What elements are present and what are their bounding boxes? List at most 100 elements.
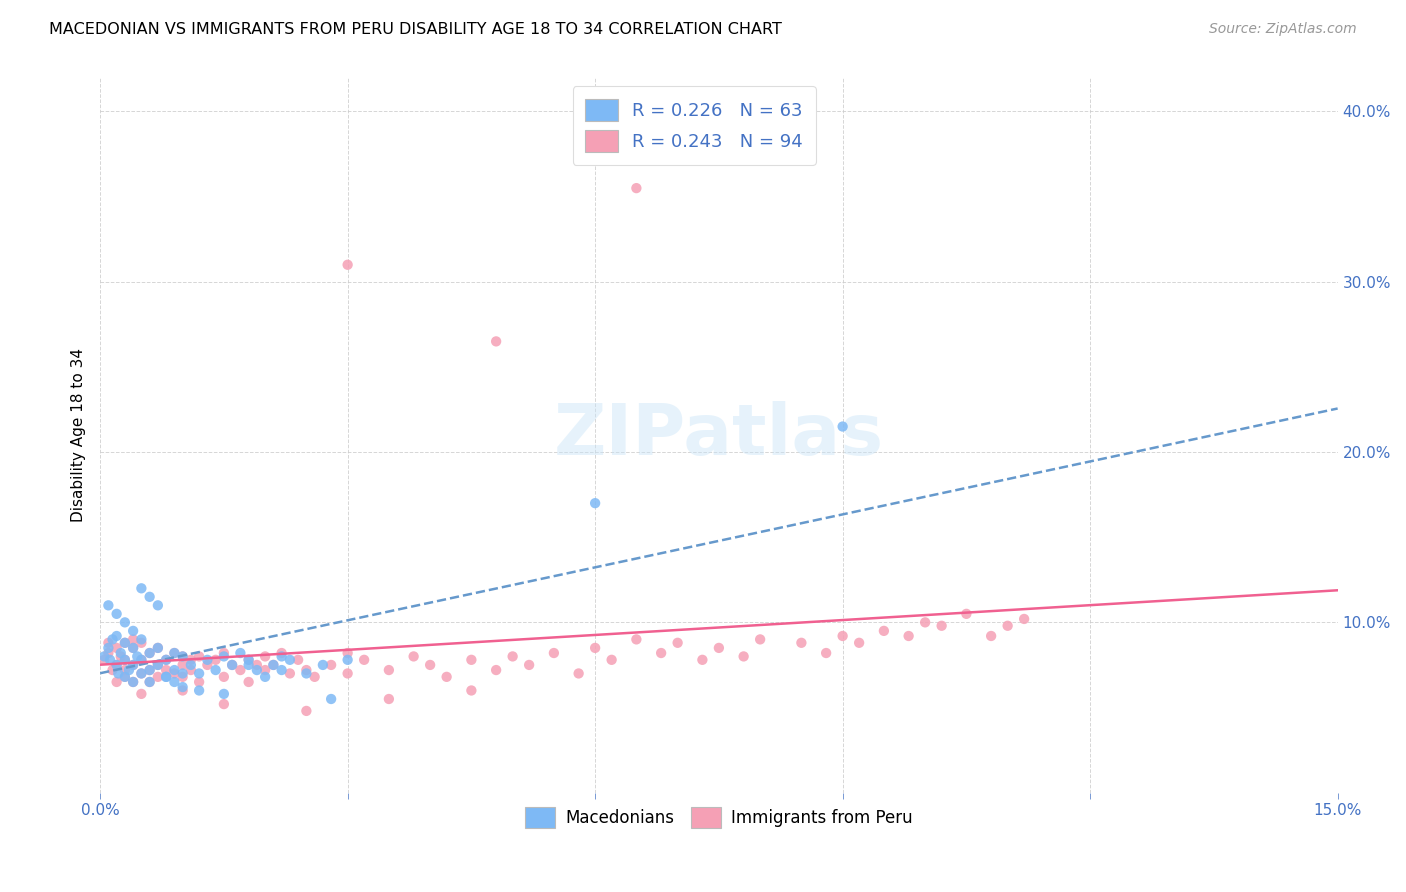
Point: [93, 649, 115, 664]
Point: [146, 640, 169, 655]
Point: [749, 632, 772, 647]
Point: [97, 640, 120, 655]
Point: [138, 675, 160, 690]
Point: [163, 675, 186, 690]
Point: [212, 670, 235, 684]
Point: [122, 640, 145, 655]
Point: [195, 657, 218, 672]
Point: [650, 646, 672, 660]
Point: [105, 640, 128, 655]
Point: [180, 653, 202, 667]
Point: [502, 649, 524, 664]
Point: [114, 636, 136, 650]
Point: [460, 683, 482, 698]
Point: [122, 675, 145, 690]
Point: [204, 663, 226, 677]
Point: [107, 666, 129, 681]
Point: [122, 640, 145, 655]
Point: [97, 646, 120, 660]
Text: MACEDONIAN VS IMMIGRANTS FROM PERU DISABILITY AGE 18 TO 34 CORRELATION CHART: MACEDONIAN VS IMMIGRANTS FROM PERU DISAB…: [49, 22, 782, 37]
Point: [114, 653, 136, 667]
Point: [246, 663, 269, 677]
Point: [97, 599, 120, 613]
Point: [122, 675, 145, 690]
Point: [278, 666, 301, 681]
Point: [229, 646, 252, 660]
Point: [666, 636, 689, 650]
Point: [172, 649, 194, 664]
Point: [122, 632, 145, 647]
Point: [212, 646, 235, 660]
Point: [131, 632, 153, 647]
Point: [114, 615, 136, 630]
Point: [127, 649, 149, 664]
Point: [626, 181, 648, 195]
Point: [172, 670, 194, 684]
Point: [336, 653, 359, 667]
Point: [568, 666, 591, 681]
Point: [163, 663, 186, 677]
Point: [155, 670, 177, 684]
Point: [163, 646, 186, 660]
Point: [402, 649, 425, 664]
Point: [583, 496, 606, 510]
Point: [138, 646, 160, 660]
Point: [321, 692, 343, 706]
Point: [436, 670, 458, 684]
Point: [114, 636, 136, 650]
Point: [146, 657, 169, 672]
Point: [304, 670, 326, 684]
Point: [105, 629, 128, 643]
Point: [931, 619, 953, 633]
Y-axis label: Disability Age 18 to 34: Disability Age 18 to 34: [72, 348, 86, 522]
Point: [831, 629, 853, 643]
Text: Source: ZipAtlas.com: Source: ZipAtlas.com: [1209, 22, 1357, 37]
Point: [270, 646, 292, 660]
Point: [221, 657, 243, 672]
Point: [204, 653, 226, 667]
Point: [997, 619, 1019, 633]
Point: [114, 663, 136, 677]
Point: [101, 663, 124, 677]
Point: [98, 653, 121, 667]
Point: [321, 657, 343, 672]
Point: [188, 649, 211, 664]
Point: [229, 663, 252, 677]
Point: [155, 653, 177, 667]
Point: [110, 646, 132, 660]
Point: [221, 657, 243, 672]
Point: [131, 653, 153, 667]
Point: [188, 675, 211, 690]
Point: [93, 653, 115, 667]
Point: [110, 649, 132, 664]
Point: [336, 666, 359, 681]
Point: [707, 640, 730, 655]
Point: [118, 663, 141, 677]
Point: [692, 653, 714, 667]
Point: [460, 653, 482, 667]
Point: [105, 607, 128, 621]
Text: ZIPatlas: ZIPatlas: [554, 401, 884, 469]
Point: [163, 666, 186, 681]
Point: [138, 590, 160, 604]
Point: [114, 653, 136, 667]
Point: [485, 334, 508, 349]
Point: [114, 670, 136, 684]
Point: [122, 657, 145, 672]
Point: [278, 653, 301, 667]
Point: [155, 663, 177, 677]
Point: [238, 653, 260, 667]
Legend: Macedonians, Immigrants from Peru: Macedonians, Immigrants from Peru: [519, 801, 920, 834]
Point: [312, 657, 335, 672]
Point: [262, 657, 284, 672]
Point: [212, 649, 235, 664]
Point: [543, 646, 565, 660]
Point: [295, 666, 318, 681]
Point: [378, 692, 401, 706]
Point: [600, 653, 623, 667]
Point: [146, 640, 169, 655]
Point: [105, 657, 128, 672]
Point: [155, 670, 177, 684]
Point: [163, 646, 186, 660]
Point: [188, 683, 211, 698]
